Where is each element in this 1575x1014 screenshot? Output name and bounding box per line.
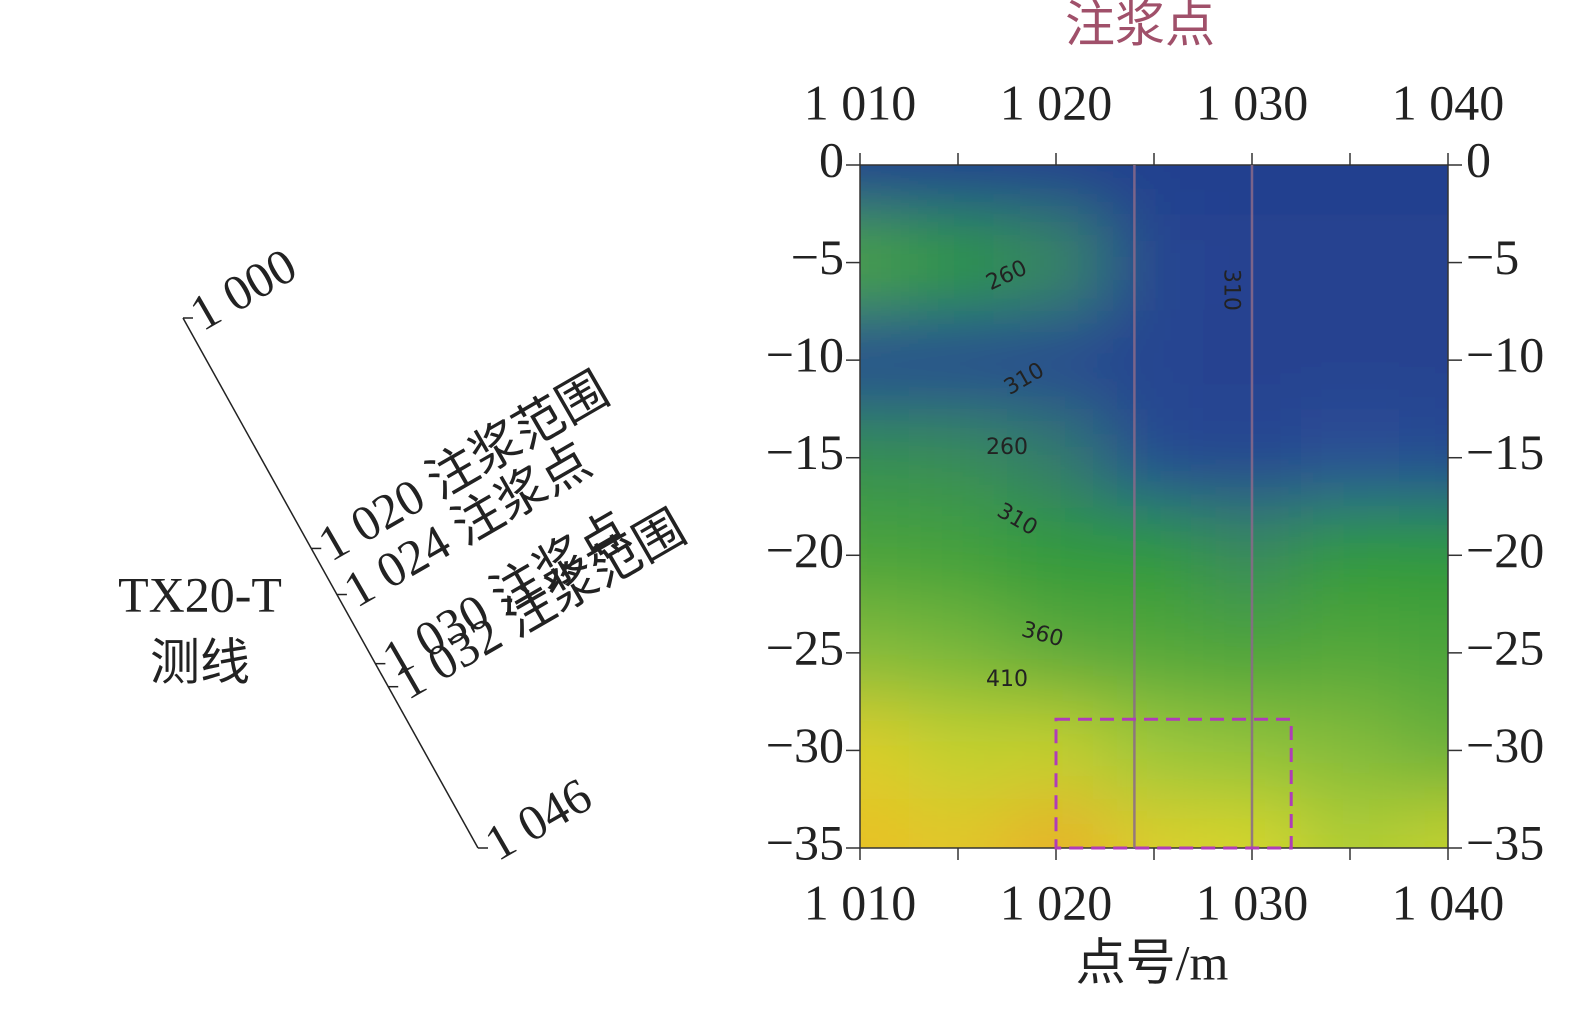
plot-area xyxy=(860,165,1448,848)
field-cell xyxy=(909,604,1007,702)
x-tick-label-top: 1 040 xyxy=(1392,74,1505,130)
y-tick-label-right: −10 xyxy=(1466,327,1544,383)
y-tick-label: −10 xyxy=(766,327,844,383)
field-cell xyxy=(860,799,909,848)
contour-label: 410 xyxy=(986,667,1028,692)
field-cell xyxy=(1105,701,1203,800)
x-tick-label-bottom: 1 040 xyxy=(1392,874,1505,930)
field-cell xyxy=(909,506,1007,605)
y-tick-label-right: −5 xyxy=(1466,229,1519,285)
x-tick-label-bottom: 1 030 xyxy=(1196,874,1309,930)
field-cell xyxy=(1301,604,1399,702)
contour-label: 310 xyxy=(1218,269,1243,311)
field-cell xyxy=(860,408,909,507)
survey-line-name: TX20-T xyxy=(118,566,282,622)
field-cell xyxy=(1007,311,1105,409)
field-cell xyxy=(1007,213,1105,312)
field-cell xyxy=(1301,165,1399,214)
field-cell xyxy=(1301,799,1399,848)
field-cell xyxy=(1301,408,1399,507)
field-cell xyxy=(1301,311,1399,409)
y-tick-label-right: −30 xyxy=(1466,717,1544,773)
x-tick-label-top: 1 010 xyxy=(804,74,917,130)
survey-line xyxy=(182,317,479,849)
field-cell xyxy=(909,408,1007,507)
y-tick-label-right: 0 xyxy=(1466,131,1491,187)
field-cell xyxy=(1399,506,1448,605)
field-cell xyxy=(1301,506,1399,605)
chart-title: 注浆点 xyxy=(1065,0,1215,52)
field-cell xyxy=(1007,506,1105,605)
y-tick-label: −15 xyxy=(766,424,844,480)
survey-line-label: 测线 xyxy=(150,634,250,690)
field-cell xyxy=(1399,408,1448,507)
field-cell xyxy=(1105,799,1203,848)
field-cell xyxy=(860,506,909,605)
x-tick-label-bottom: 1 020 xyxy=(1000,874,1113,930)
field xyxy=(860,165,1448,848)
x-axis-label: 点号/m xyxy=(1076,934,1229,990)
field-cell xyxy=(1105,408,1203,507)
y-tick-label: 0 xyxy=(819,131,844,187)
field-cell xyxy=(860,604,909,702)
field-cell xyxy=(1105,213,1203,312)
field-cell xyxy=(1301,701,1399,800)
y-tick-label: −25 xyxy=(766,619,844,675)
field-cell xyxy=(1007,604,1105,702)
y-tick-label-right: −25 xyxy=(1466,619,1544,675)
field-cell xyxy=(860,701,909,800)
field-cell xyxy=(1399,604,1448,702)
x-tick-label-top: 1 020 xyxy=(1000,74,1113,130)
field-cell xyxy=(1105,165,1203,214)
field-cell xyxy=(909,165,1007,214)
y-tick-label: −5 xyxy=(791,229,844,285)
field-cell xyxy=(909,311,1007,409)
y-tick-label: −30 xyxy=(766,717,844,773)
station-label: 1 000 xyxy=(180,237,305,342)
field-cell xyxy=(1399,311,1448,409)
grouting-range xyxy=(1054,717,1293,850)
x-tick-label-bottom: 1 010 xyxy=(804,874,917,930)
field-cell xyxy=(909,799,1007,848)
field-cell xyxy=(1301,213,1399,312)
x-tick-label-top: 1 030 xyxy=(1196,74,1309,130)
field-cell xyxy=(1007,408,1105,507)
field-cell xyxy=(1399,213,1448,312)
station-label: 1 046 xyxy=(475,767,600,872)
field-cell xyxy=(1105,506,1203,605)
field-cell xyxy=(1105,311,1203,409)
field-cell xyxy=(909,213,1007,312)
y-tick-label-right: −15 xyxy=(1466,424,1544,480)
y-tick-label: −20 xyxy=(766,522,844,578)
field-cell xyxy=(1399,165,1448,214)
y-tick-label-right: −20 xyxy=(1466,522,1544,578)
y-tick-label-right: −35 xyxy=(1466,814,1544,870)
field-cell xyxy=(1399,701,1448,800)
field-cell xyxy=(860,213,909,312)
field-cell xyxy=(1399,799,1448,848)
field-cell xyxy=(1007,165,1105,214)
field-cell xyxy=(860,311,909,409)
contour-label: 260 xyxy=(986,435,1028,460)
y-tick-label: −35 xyxy=(766,814,844,870)
field-cell xyxy=(909,701,1007,800)
field-cell xyxy=(1105,604,1203,702)
field-cell xyxy=(860,165,909,214)
